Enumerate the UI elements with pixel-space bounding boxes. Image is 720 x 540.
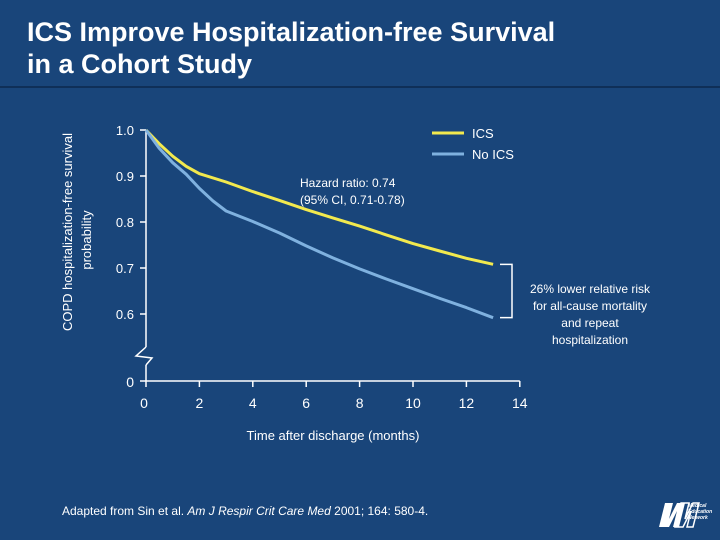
hazard-ratio-ci-label: (95% CI, 0.71-0.78) <box>300 193 405 207</box>
y-axis-break-mark <box>134 346 154 366</box>
logo-caption: Medical Education Network <box>688 503 712 521</box>
x-tick-label: 10 <box>405 395 421 411</box>
x-tick-label: 2 <box>196 395 204 411</box>
relative-risk-label-line-2: for all-cause mortality <box>533 299 647 313</box>
y-tick-label: 0.9 <box>116 169 134 184</box>
y-tick-label: 0.8 <box>116 215 134 230</box>
x-tick-label: 8 <box>356 395 364 411</box>
relative-risk-label-line-1: 26% lower relative risk <box>530 282 651 296</box>
x-tick-label: 0 <box>140 395 148 411</box>
series-line-no-ics <box>144 129 494 320</box>
y-tick-label-zero: 0 <box>126 374 134 390</box>
logo-caption-line-2: Education <box>688 509 713 515</box>
legend-label-no-ics: No ICS <box>472 147 514 162</box>
relative-risk-label-line-3: and repeat <box>561 316 619 330</box>
series-line-ics <box>144 128 494 266</box>
logo-caption-line-3: Network <box>688 515 708 521</box>
y-axis-title-line-1: COPD hospitalization-free survival <box>60 133 75 331</box>
x-tick-label: 4 <box>249 395 257 411</box>
y-tick-label: 0.7 <box>116 261 134 276</box>
relative-risk-bracket <box>500 263 513 319</box>
x-axis-title: Time after discharge (months) <box>247 428 420 443</box>
y-axis-title-line-2: probability <box>79 210 94 270</box>
y-tick-label: 0.6 <box>116 307 134 322</box>
x-tick-label: 12 <box>459 395 475 411</box>
citation-prefix: Adapted from Sin et al. <box>62 504 185 518</box>
citation-footnote: Adapted from Sin et al. Am J Respir Crit… <box>62 504 428 518</box>
x-tick-label: 14 <box>512 395 528 411</box>
logo-caption-line-1: Medical <box>688 503 707 509</box>
x-tick-label: 6 <box>302 395 310 411</box>
citation-journal: Am J Respir Crit Care Med <box>187 504 331 518</box>
slide-title-line-2: in a Cohort Study <box>27 49 252 79</box>
slide-title-line-1: ICS Improve Hospitalization-free Surviva… <box>27 17 556 47</box>
y-tick-label: 1.0 <box>116 123 134 138</box>
citation-suffix: 2001; 164: 580-4. <box>334 504 429 518</box>
title-divider <box>0 86 720 88</box>
slide-title: ICS Improve Hospitalization-free Surviva… <box>27 16 667 80</box>
hazard-ratio-label: Hazard ratio: 0.74 <box>300 176 396 190</box>
relative-risk-label-line-4: hospitalization <box>552 333 628 347</box>
mem-network-logo-icon <box>659 502 700 528</box>
legend-label-ics: ICS <box>472 126 494 141</box>
